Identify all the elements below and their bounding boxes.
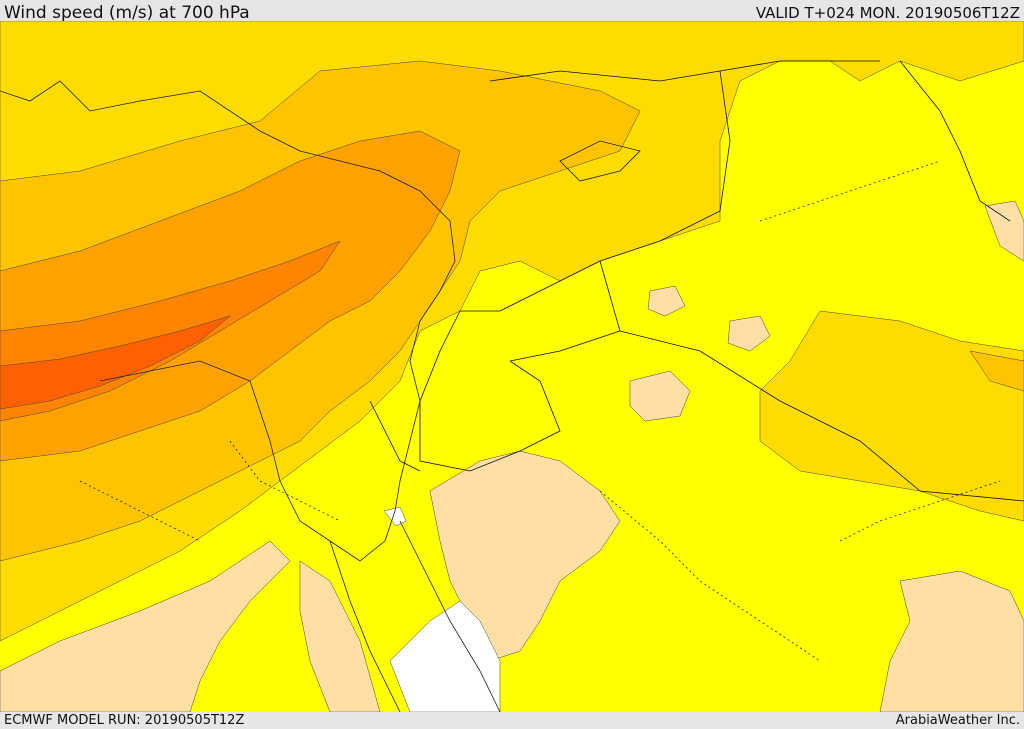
header-bar: Wind speed (m/s) at 700 hPa VALID T+024 … <box>0 0 1024 23</box>
wind-speed-map <box>0 21 1024 712</box>
model-run-label: ECMWF MODEL RUN: 20190505T12Z <box>4 713 245 728</box>
low-wind-zone-redsea <box>299 560 381 712</box>
very-low-wind-zone <box>389 600 501 712</box>
footer-bar: ECMWF MODEL RUN: 20190505T12Z ArabiaWeat… <box>0 712 1024 729</box>
country-borders <box>369 60 1024 502</box>
coastlines <box>0 80 641 712</box>
low-wind-zone-arabia <box>429 450 621 662</box>
low-wind-patch-3 <box>647 285 686 317</box>
low-wind-patch-2 <box>727 315 771 352</box>
weather-map <box>0 21 1024 712</box>
extreme-wind-core <box>0 315 231 410</box>
low-wind-patch-4 <box>984 200 1024 262</box>
map-title: Wind speed (m/s) at 700 hPa <box>4 3 250 23</box>
elevated-wind-patch-east <box>969 350 1024 392</box>
low-wind-patch-1 <box>629 370 691 422</box>
dotted-borders <box>79 160 1001 662</box>
credit-label: ArabiaWeather Inc. <box>895 713 1020 728</box>
low-wind-zone-southeast <box>879 570 1024 712</box>
low-wind-zone-southwest <box>0 540 291 712</box>
valid-time: VALID T+024 MON. 20190506T12Z <box>755 4 1020 22</box>
